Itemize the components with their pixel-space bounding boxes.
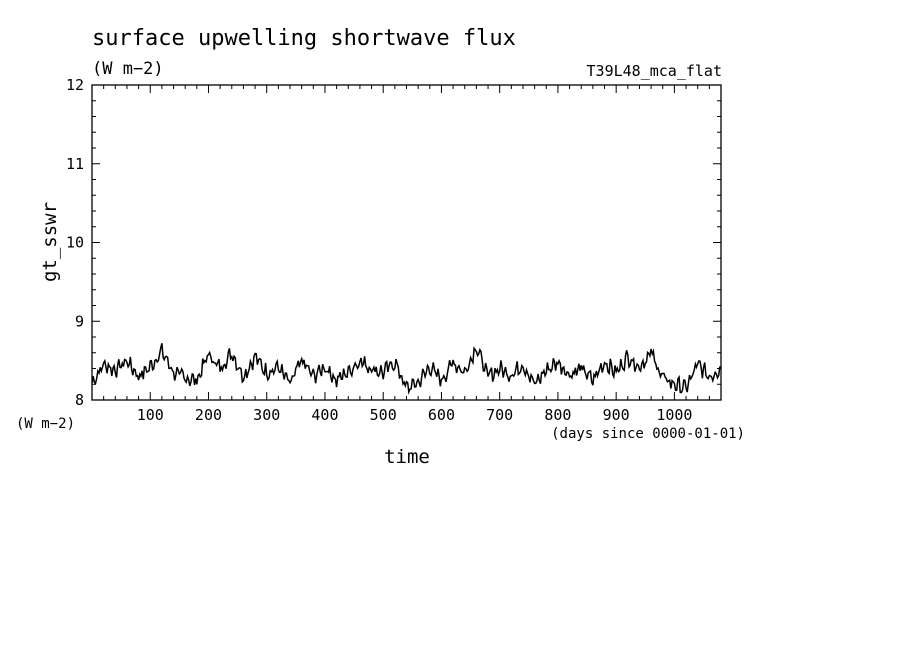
x-tick-label: 500 — [370, 406, 397, 424]
chart-title: surface upwelling shortwave flux — [92, 26, 516, 51]
y-tick-labels: 8 9 10 11 12 — [66, 76, 84, 409]
x-tick-label: 900 — [603, 406, 630, 424]
y-tick-label: 10 — [66, 234, 84, 252]
x-tick-label: 800 — [544, 406, 571, 424]
y-axis-units: (W m−2) — [16, 416, 75, 432]
x-tick-label: 700 — [486, 406, 513, 424]
x-tick-label: 200 — [195, 406, 222, 424]
axis-ticks — [92, 85, 721, 400]
title-units: (W m−2) — [92, 59, 164, 79]
x-tick-label: 300 — [253, 406, 280, 424]
y-tick-label: 8 — [75, 391, 84, 409]
y-axis-label: gt_sswr — [39, 202, 61, 282]
y-tick-label: 9 — [75, 312, 84, 330]
x-tick-label: 100 — [137, 406, 164, 424]
x-axis-units: (days since 0000-01-01) — [551, 426, 745, 442]
run-label: T39L48_mca_flat — [587, 62, 722, 80]
series-line — [91, 343, 722, 395]
x-tick-labels: 100 200 300 400 500 600 700 800 900 1000 — [137, 406, 693, 424]
x-axis-label: time — [384, 446, 430, 468]
x-tick-label: 600 — [428, 406, 455, 424]
x-tick-label: 1000 — [656, 406, 692, 424]
x-tick-label: 400 — [311, 406, 338, 424]
y-tick-label: 11 — [66, 155, 84, 173]
y-tick-label: 12 — [66, 76, 84, 94]
